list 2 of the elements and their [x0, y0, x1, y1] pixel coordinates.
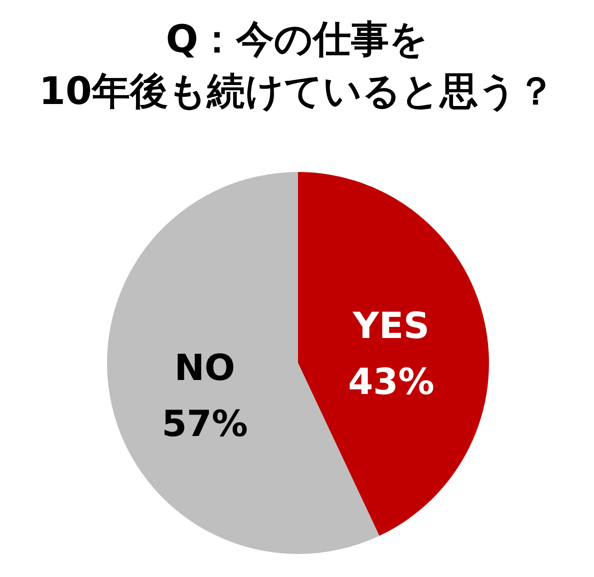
title: Q：今の仕事を — [166, 17, 428, 61]
title: 10年後も続けていると思う？ — [39, 69, 555, 113]
